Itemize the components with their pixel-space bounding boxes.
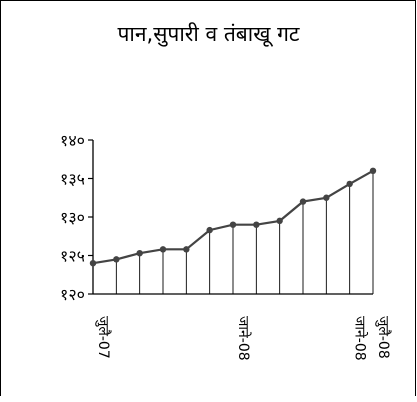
x-tick-label: जुलै-07 [95,316,112,359]
x-tick-label: जाने-08 [235,316,252,361]
y-axis-ticks: १२० १२५ १३० १३५ १४० [60,131,93,304]
x-axis-ticks: जुलै-07 जाने-08 जाने-08 जुलै-08 [95,316,392,361]
data-point [136,249,143,257]
data-point [299,198,307,205]
data-point [369,167,377,174]
data-point [323,194,330,201]
data-point [276,217,283,225]
data-point [346,180,353,188]
data-point [229,221,237,228]
data-point [159,246,167,253]
drop-lines [92,170,374,294]
x-tick-label: जाने-08 [352,316,369,361]
data-point [253,221,260,228]
data-point [113,256,120,263]
y-tick-label: १४० [60,131,85,150]
x-tick-label: जुलै-08 [375,316,392,359]
y-tick-label: १३० [60,208,85,227]
data-point [206,226,213,234]
data-point [183,246,190,253]
y-tick-label: १२५ [60,247,85,266]
y-tick-label: १३५ [60,170,85,189]
data-points [89,167,377,267]
y-tick-label: १२० [60,285,85,304]
data-point [89,260,97,267]
chart-title: पान,सुपारी व तंबाखू गट [117,22,300,46]
